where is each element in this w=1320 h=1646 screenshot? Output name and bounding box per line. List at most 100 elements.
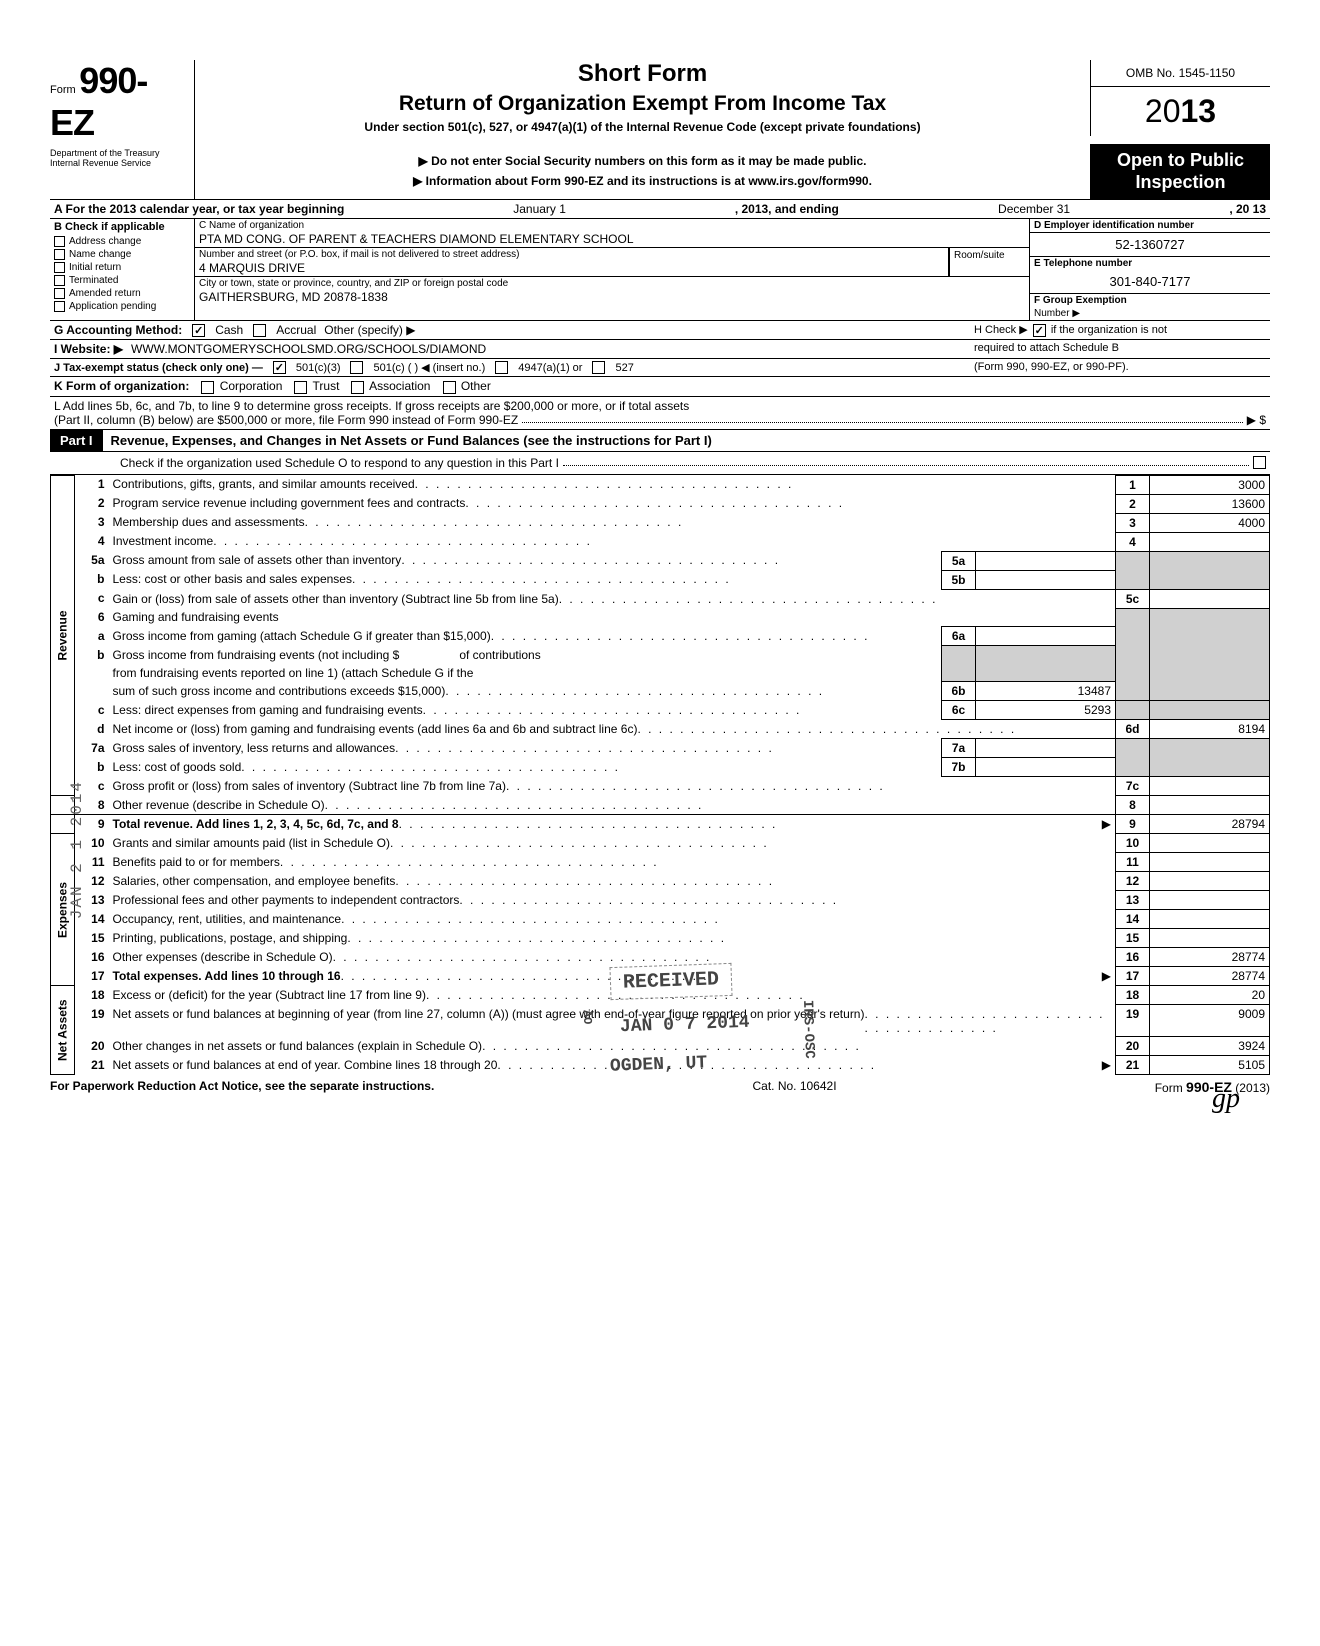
ln-15-desc: Printing, publications, postage, and shi… — [113, 931, 348, 945]
year-bold: 13 — [1181, 93, 1217, 129]
ln-15-box: 15 — [1116, 929, 1150, 948]
shade — [1116, 701, 1150, 720]
chk-pending[interactable]: Application pending — [50, 300, 194, 313]
row-a-start: January 1 — [348, 200, 730, 218]
footer-right-pre: Form — [1155, 1081, 1186, 1095]
ln-2-box: 2 — [1116, 494, 1150, 513]
part1-checkbox[interactable] — [1253, 456, 1266, 469]
col-b-header: B Check if applicable — [50, 219, 194, 235]
ln-5a-no: 5a — [75, 551, 109, 570]
ln-14-val — [1150, 910, 1270, 929]
ln-12-box: 12 — [1116, 872, 1150, 891]
website-value: WWW.MONTGOMERYSCHOOLSMD.ORG/SCHOOLS/DIAM… — [131, 342, 486, 356]
blank-side — [51, 815, 75, 834]
ln-9-box: 9 — [1116, 815, 1150, 834]
chk-name-change[interactable]: Name change — [50, 248, 194, 261]
signature-mark: gp — [1212, 1083, 1240, 1115]
ln-19-val: 9009 — [1150, 1005, 1270, 1037]
cash-label: Cash — [215, 323, 243, 337]
chk-trust[interactable] — [294, 381, 307, 394]
chk-h[interactable] — [1033, 324, 1046, 337]
chk-initial-return[interactable]: Initial return — [50, 261, 194, 274]
chk-label: Initial return — [69, 262, 121, 273]
ln-5b-desc: Less: cost or other basis and sales expe… — [113, 572, 352, 586]
chk-4947[interactable] — [495, 361, 508, 374]
row-i: I Website: ▶ WWW.MONTGOMERYSCHOOLSMD.ORG… — [50, 340, 1270, 359]
room-label: Room/suite — [949, 248, 1029, 276]
ln-5c-box: 5c — [1116, 589, 1150, 608]
ln-17-desc: Total expenses. Add lines 10 through 16 — [113, 969, 341, 983]
ln-14-box: 14 — [1116, 910, 1150, 929]
ln-5a-desc: Gross amount from sale of assets other t… — [113, 553, 402, 567]
k-o2: Trust — [313, 379, 340, 393]
row-a-mid: , 2013, and ending — [731, 200, 843, 218]
side-netassets: Net Assets — [51, 986, 75, 1075]
ln-17-box: 17 — [1116, 967, 1150, 986]
ln-16-box: 16 — [1116, 948, 1150, 967]
city-value: GAITHERSBURG, MD 20878-1838 — [195, 290, 1029, 305]
chk-corp[interactable] — [201, 381, 214, 394]
chk-501c[interactable] — [350, 361, 363, 374]
blank — [75, 682, 109, 701]
side-revenue: Revenue — [51, 475, 75, 796]
right-box: OMB No. 1545-1150 2013 — [1090, 60, 1270, 136]
return-title: Return of Organization Exempt From Incom… — [205, 92, 1080, 116]
shade — [1150, 551, 1270, 589]
shade — [976, 646, 1116, 682]
shade — [1116, 608, 1150, 701]
ln-6-desc: Gaming and fundraising events — [109, 608, 1116, 627]
chk-cash[interactable] — [192, 324, 205, 337]
ln-3-no: 3 — [75, 513, 109, 532]
open-public-box: Open to Public Inspection — [1090, 144, 1270, 199]
ln-7c-desc: Gross profit or (loss) from sales of inv… — [113, 779, 506, 793]
ln-10-desc: Grants and similar amounts paid (list in… — [113, 836, 390, 850]
ln-19-box: 19 — [1116, 1005, 1150, 1037]
chk-527[interactable] — [592, 361, 605, 374]
ln-3-val: 4000 — [1150, 513, 1270, 532]
row-a-end: December 31 — [843, 200, 1225, 218]
part1-table: Revenue 1 Contributions, gifts, grants, … — [50, 475, 1270, 1076]
accrual-label: Accrual — [276, 323, 316, 337]
ln-6b-mv: 13487 — [976, 682, 1116, 701]
ln-13-desc: Professional fees and other payments to … — [113, 893, 460, 907]
dept-line2: Internal Revenue Service — [50, 158, 190, 168]
ln-5c-no: c — [75, 589, 109, 608]
ln-5c-desc: Gain or (loss) from sale of assets other… — [113, 592, 559, 606]
chk-amended[interactable]: Amended return — [50, 287, 194, 300]
k-o1: Corporation — [220, 379, 283, 393]
checkbox-icon — [54, 275, 65, 286]
ln-18-no: 18 — [75, 986, 109, 1005]
ln-6b-t3: from fundraising events reported on line… — [109, 664, 942, 682]
ln-21-no: 21 — [75, 1056, 109, 1075]
chk-accrual[interactable] — [253, 324, 266, 337]
dots — [563, 456, 1249, 466]
ln-6a-desc: Gross income from gaming (attach Schedul… — [113, 629, 491, 643]
open-public: Open to Public Inspection — [1091, 144, 1270, 199]
open-public-1: Open to Public — [1091, 150, 1270, 172]
chk-address-change[interactable]: Address change — [50, 235, 194, 248]
street-label: Number and street (or P.O. box, if mail … — [195, 248, 948, 261]
chk-501c3[interactable] — [273, 361, 286, 374]
chk-assoc[interactable] — [351, 381, 364, 394]
ln-2-val: 13600 — [1150, 494, 1270, 513]
form-page: Form 990-EZ Short Form Return of Organiz… — [50, 60, 1270, 1095]
ln-6c-mid: 6c — [942, 701, 976, 720]
ln-16-desc: Other expenses (describe in Schedule O) — [113, 950, 333, 964]
ln-1-box: 1 — [1116, 475, 1150, 494]
org-name: PTA MD CONG. OF PARENT & TEACHERS DIAMON… — [195, 232, 1029, 247]
row-i-label: I Website: ▶ — [54, 342, 123, 356]
ln-16-no: 16 — [75, 948, 109, 967]
ln-6a-mv — [976, 627, 1116, 646]
ln-11-val — [1150, 853, 1270, 872]
row-k-label: K Form of organization: — [54, 379, 189, 393]
ln-18-val: 20 — [1150, 986, 1270, 1005]
chk-label: Amended return — [69, 288, 141, 299]
open-public-2: Inspection — [1091, 172, 1270, 194]
chk-terminated[interactable]: Terminated — [50, 274, 194, 287]
chk-other[interactable] — [443, 381, 456, 394]
row-l-line1: L Add lines 5b, 6c, and 7b, to line 9 to… — [54, 399, 1266, 413]
ln-11-desc: Benefits paid to or for members — [113, 855, 280, 869]
ln-6c-desc: Less: direct expenses from gaming and fu… — [113, 703, 423, 717]
shade — [942, 646, 976, 682]
row-h2: required to attach Schedule B — [970, 340, 1270, 358]
